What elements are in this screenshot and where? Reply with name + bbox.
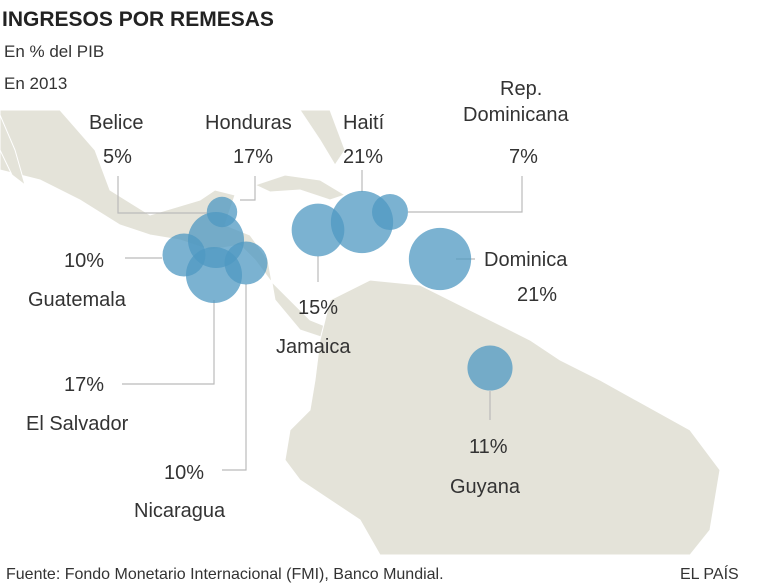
value-honduras: 17% [233, 146, 274, 168]
label-repdom-1: Rep. [500, 78, 543, 100]
south-america [284, 279, 721, 556]
label-jamaica: Jamaica [276, 336, 351, 358]
label-elsalvador: El Salvador [26, 413, 129, 435]
subtitle: En % del PIB [4, 42, 105, 61]
leader-lines [117, 170, 523, 471]
leader-elsalvador [122, 300, 215, 385]
bubble-nicaragua [224, 241, 268, 285]
landmass [0, 109, 721, 556]
bubble-dominicana [372, 194, 408, 230]
leader-repdom [408, 176, 523, 213]
florida [299, 109, 346, 166]
value-repdom: 7% [509, 146, 538, 168]
label-guatemala: Guatemala [28, 289, 126, 311]
label-repdom-2: Dominicana [463, 104, 569, 126]
value-guyana: 11% [469, 436, 508, 458]
value-belice: 5% [103, 146, 132, 168]
leader-honduras [240, 176, 256, 201]
value-dominica: 21% [517, 284, 558, 306]
bubble-jamaica [291, 203, 345, 257]
value-haiti: 21% [343, 146, 384, 168]
year-label: En 2013 [4, 74, 68, 93]
bubble-guyana [467, 345, 513, 391]
value-elsalvador: 17% [64, 374, 105, 396]
baja [0, 114, 26, 187]
leader-belice [117, 176, 207, 214]
label-dominica: Dominica [484, 249, 568, 271]
label-honduras: Honduras [205, 112, 292, 134]
bubble-dominica [408, 227, 472, 291]
value-nicaragua: 10% [164, 462, 205, 484]
leader-nicaragua [222, 284, 247, 471]
label-nicaragua: Nicaragua [134, 500, 226, 522]
source-note: Fuente: Fondo Monetario Internacional (F… [6, 566, 444, 583]
value-jamaica: 15% [298, 297, 339, 319]
brand-label: EL PAÍS [680, 566, 739, 583]
label-guyana: Guyana [450, 476, 521, 498]
label-belice: Belice [89, 112, 144, 134]
label-haiti: Haití [343, 112, 385, 134]
page-title: INGRESOS POR REMESAS [2, 8, 274, 31]
cuba [253, 174, 347, 201]
bubbles [162, 190, 513, 391]
value-guatemala: 10% [64, 250, 105, 272]
